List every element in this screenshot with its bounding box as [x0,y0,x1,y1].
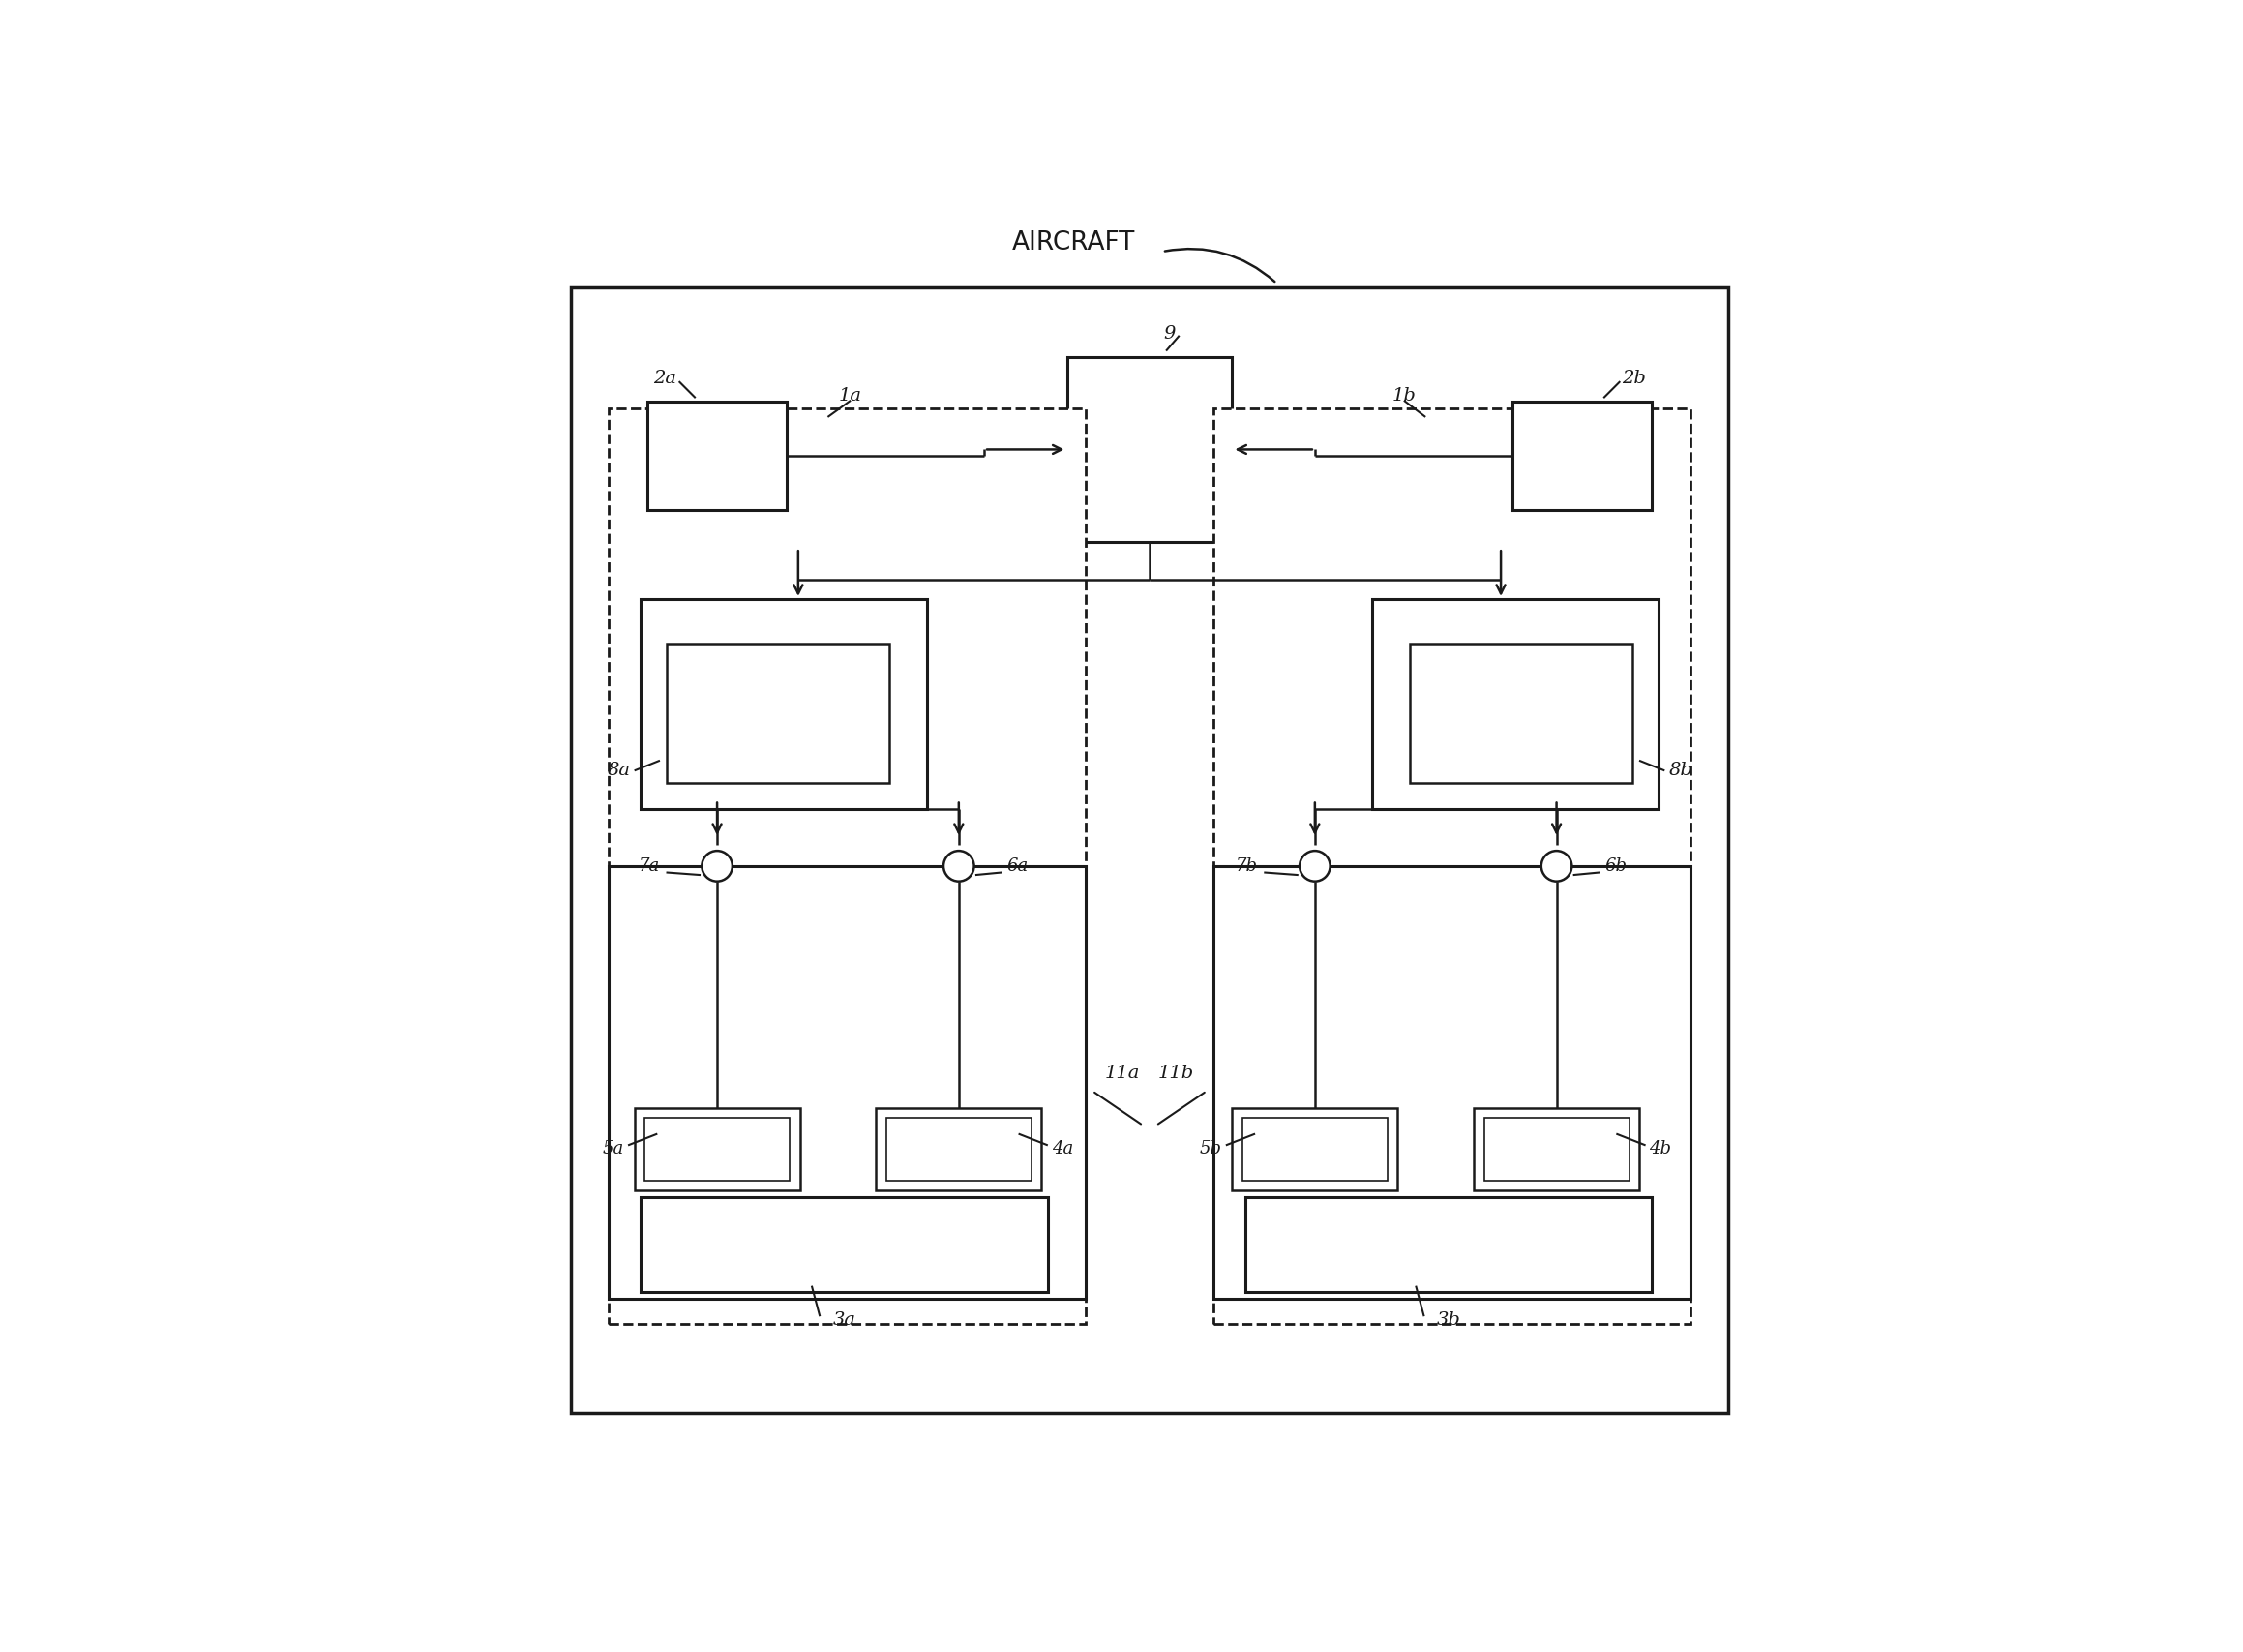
FancyBboxPatch shape [1213,408,1689,1323]
FancyBboxPatch shape [1231,1108,1397,1191]
FancyBboxPatch shape [1243,1118,1388,1180]
FancyBboxPatch shape [635,1108,801,1191]
Text: 5a: 5a [603,1140,624,1158]
FancyBboxPatch shape [648,401,787,510]
FancyBboxPatch shape [1411,643,1633,783]
Text: 11b: 11b [1157,1066,1193,1082]
Text: 2a: 2a [653,370,677,388]
FancyBboxPatch shape [641,1196,1047,1292]
Text: 1b: 1b [1393,387,1415,405]
FancyBboxPatch shape [666,643,888,783]
FancyBboxPatch shape [644,1118,790,1180]
Text: 6a: 6a [1007,857,1030,876]
Circle shape [1299,851,1330,881]
Text: 3b: 3b [1436,1312,1460,1328]
FancyBboxPatch shape [1068,357,1231,542]
FancyBboxPatch shape [1512,401,1651,510]
FancyBboxPatch shape [641,600,926,809]
Text: 6b: 6b [1604,857,1626,876]
Text: 4b: 4b [1649,1140,1671,1158]
Text: 8b: 8b [1669,762,1693,780]
FancyBboxPatch shape [886,1118,1032,1180]
Text: 5b: 5b [1200,1140,1222,1158]
Text: 8a: 8a [608,762,630,780]
Text: 4a: 4a [1052,1140,1072,1158]
FancyBboxPatch shape [570,287,1729,1412]
Text: 1a: 1a [839,387,861,405]
Text: AIRCRAFT: AIRCRAFT [1012,230,1135,256]
Text: 9: 9 [1164,325,1175,344]
FancyBboxPatch shape [877,1108,1041,1191]
Text: 3a: 3a [832,1312,857,1328]
FancyBboxPatch shape [1245,1196,1651,1292]
Text: 7a: 7a [639,857,659,876]
FancyBboxPatch shape [1485,1118,1628,1180]
Text: 11a: 11a [1106,1066,1139,1082]
FancyBboxPatch shape [1213,866,1689,1298]
Circle shape [702,851,733,881]
FancyBboxPatch shape [1474,1108,1640,1191]
FancyBboxPatch shape [610,408,1086,1323]
FancyBboxPatch shape [1373,600,1658,809]
Circle shape [1541,851,1572,881]
Text: 2b: 2b [1622,370,1646,388]
Text: 7b: 7b [1236,857,1258,876]
Circle shape [944,851,973,881]
FancyBboxPatch shape [610,866,1086,1298]
